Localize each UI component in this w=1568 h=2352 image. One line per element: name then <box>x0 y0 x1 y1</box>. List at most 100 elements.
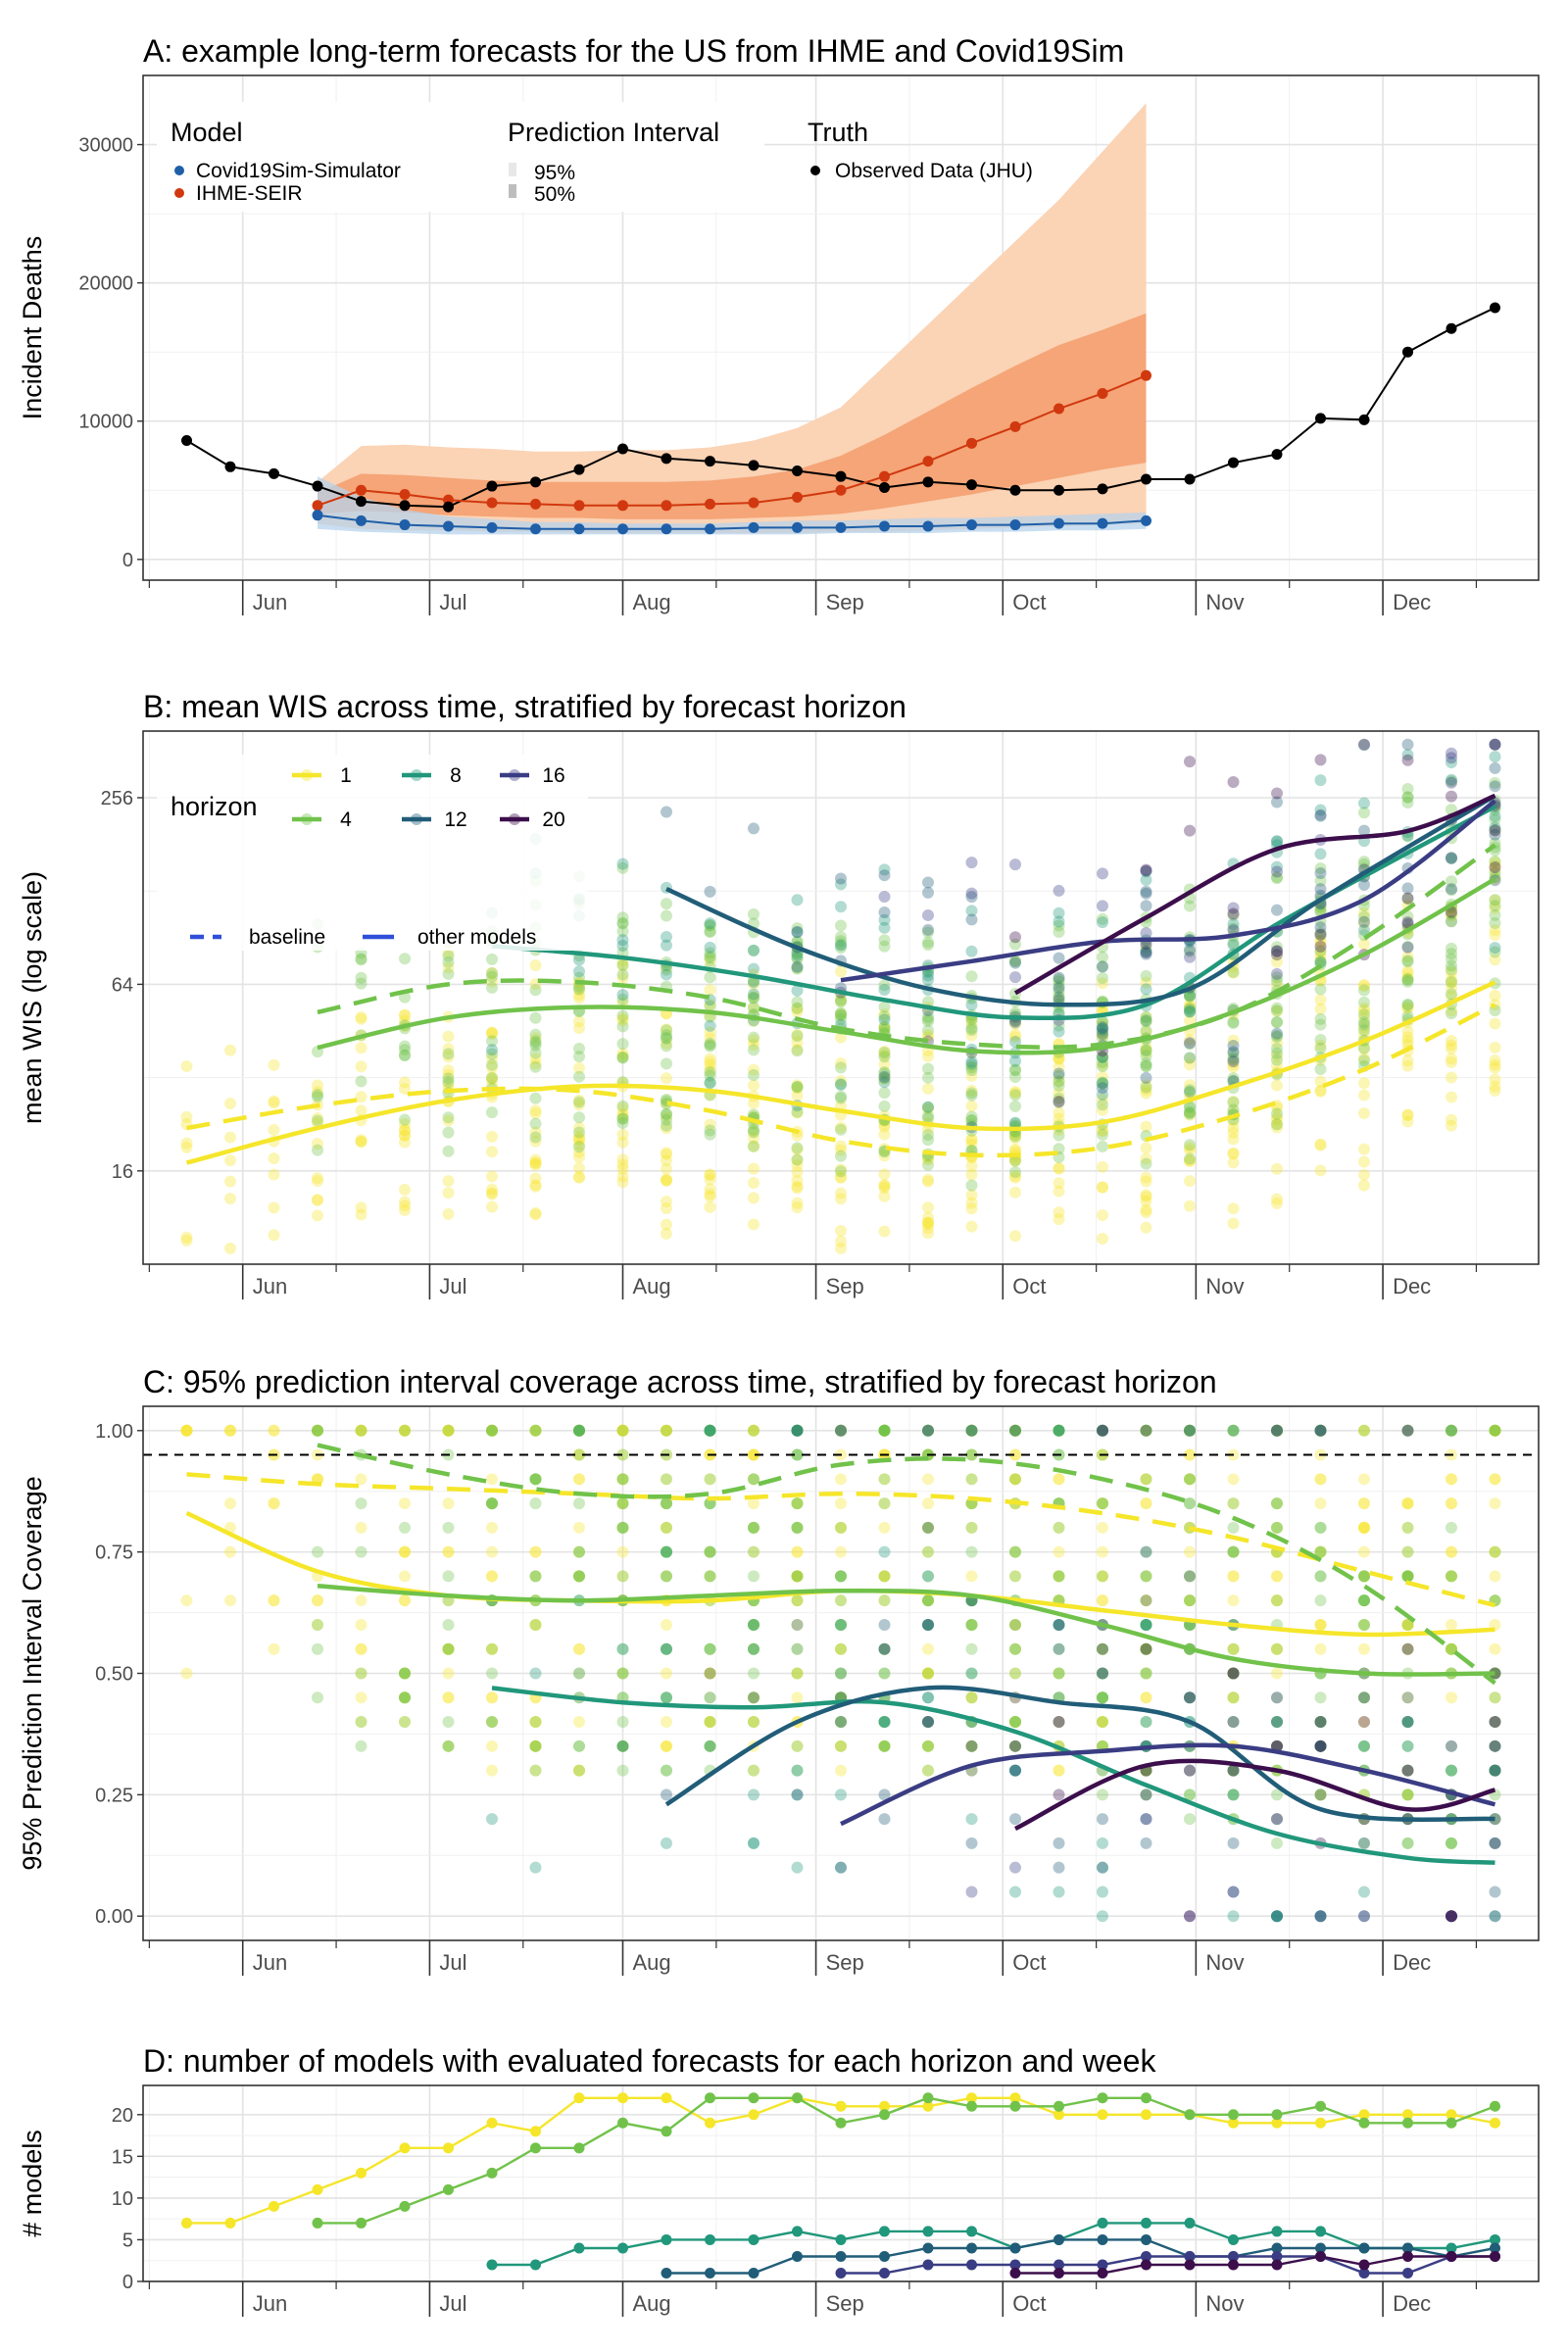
count-point-h1 <box>661 2092 672 2104</box>
data-point-h4 <box>1097 1031 1108 1044</box>
count-point-h16 <box>1184 2250 1196 2262</box>
data-point-h12 <box>922 1618 934 1631</box>
data-point-h20 <box>1401 916 1414 929</box>
data-point-h1 <box>442 1545 455 1558</box>
count-point-h12 <box>1490 2242 1500 2254</box>
x-tick-label: Oct <box>1012 1950 1046 1975</box>
data-point-h1 <box>661 1196 672 1208</box>
data-point-h4 <box>355 1075 368 1088</box>
count-point-h12 <box>835 2250 847 2262</box>
data-point-h4 <box>486 1106 498 1119</box>
data-point-h4 <box>878 1570 891 1583</box>
data-point-h1 <box>1097 1103 1108 1116</box>
data-point-h8 <box>922 1691 934 1704</box>
data-point-h4 <box>1358 807 1370 819</box>
data-point-h1 <box>1271 1594 1283 1607</box>
data-point-h16 <box>1489 738 1501 751</box>
data-point-h1 <box>1489 1740 1501 1752</box>
data-point-h8 <box>1184 1691 1196 1704</box>
data-point-h4 <box>1009 938 1021 951</box>
data-point-h4 <box>1184 1424 1196 1437</box>
data-point-h1 <box>748 1618 760 1631</box>
data-point-h4 <box>1314 1788 1327 1801</box>
data-point-h4 <box>1009 1716 1021 1729</box>
data-point-h4 <box>965 1521 978 1534</box>
data-point-h4 <box>748 1618 760 1631</box>
data-point-h8 <box>573 1424 585 1437</box>
count-point-h1 <box>1358 2109 1370 2121</box>
data-point-h1 <box>965 1138 978 1151</box>
data-point-h4 <box>486 953 498 965</box>
data-point-h12 <box>1314 1740 1327 1752</box>
data-point-h4 <box>1184 990 1196 1003</box>
data-point-h16 <box>965 1740 978 1752</box>
data-point-h4 <box>791 953 804 965</box>
data-point-h1 <box>704 955 716 967</box>
data-point-h4 <box>442 950 455 962</box>
data-point-h1 <box>1446 908 1457 921</box>
data-point-h8 <box>1271 835 1283 848</box>
data-point-h1 <box>965 1059 978 1072</box>
data-point-h1 <box>529 1172 542 1185</box>
data-point-h1 <box>486 1026 498 1039</box>
data-point-h1 <box>355 1691 368 1704</box>
data-point-h1 <box>1140 1473 1152 1486</box>
data-point-h4 <box>791 1764 804 1777</box>
data-point-h1 <box>922 1227 934 1240</box>
data-point-h16 <box>1271 1424 1283 1437</box>
data-point-h4 <box>529 1473 542 1486</box>
data-point-h4 <box>878 1020 891 1033</box>
data-point-h1 <box>748 1473 760 1486</box>
data-point-h1 <box>1314 1740 1327 1752</box>
data-point-h1 <box>791 1180 804 1193</box>
data-point-h4 <box>1097 1078 1108 1091</box>
data-point-h4 <box>878 1740 891 1752</box>
data-point-h8 <box>704 941 716 954</box>
data-point-h12 <box>1140 885 1152 898</box>
data-point-h1 <box>1053 1545 1065 1558</box>
data-point-h4 <box>1314 1034 1327 1047</box>
data-point-h1 <box>1184 1154 1196 1167</box>
data-point-h1 <box>1009 1667 1021 1680</box>
y-tick-label: 0.25 <box>95 1785 133 1806</box>
data-point-h16 <box>965 857 978 869</box>
data-point-h1 <box>1053 1162 1065 1175</box>
data-point-h1 <box>573 1138 585 1151</box>
data-point-h1 <box>1446 1424 1457 1437</box>
data-point-h4 <box>1489 916 1501 929</box>
count-point-h8 <box>661 2233 672 2245</box>
data-point-h12 <box>1140 900 1152 912</box>
data-point-h1 <box>661 1148 672 1160</box>
data-point-h4 <box>1140 1788 1152 1801</box>
data-point-h1 <box>1358 1570 1370 1583</box>
data-point-h8 <box>1401 1740 1414 1752</box>
data-point-h1 <box>922 1716 934 1729</box>
data-point-h8 <box>1314 1424 1327 1437</box>
data-point-h4 <box>442 1642 455 1655</box>
data-point-h4 <box>791 1153 804 1166</box>
data-point-h20 <box>1271 945 1283 957</box>
data-point-h4 <box>748 992 760 1004</box>
data-point-h16 <box>1140 1424 1152 1437</box>
data-point-h1 <box>268 1594 280 1607</box>
data-point-h8 <box>1314 848 1327 860</box>
data-point-h1 <box>965 1159 978 1172</box>
data-point-h4 <box>1446 1642 1457 1655</box>
data-point-h16 <box>1446 1910 1457 1923</box>
data-point-h4 <box>965 1087 978 1100</box>
data-point-h4 <box>486 970 498 983</box>
data-point-h8 <box>965 1055 978 1068</box>
data-point-h12 <box>835 872 847 885</box>
data-point-h1 <box>1140 1691 1152 1704</box>
data-point-h1 <box>835 1235 847 1248</box>
data-point-h1 <box>180 1234 193 1247</box>
ihme-point <box>530 498 541 510</box>
data-point-h1 <box>1401 1424 1414 1437</box>
data-point-h4 <box>878 1667 891 1680</box>
data-point-h20 <box>1446 790 1457 803</box>
data-point-h16 <box>1140 947 1152 959</box>
count-point-h12 <box>792 2250 803 2262</box>
data-point-h1 <box>878 1424 891 1437</box>
data-point-h1 <box>486 1570 498 1583</box>
data-point-h4 <box>399 1040 411 1053</box>
